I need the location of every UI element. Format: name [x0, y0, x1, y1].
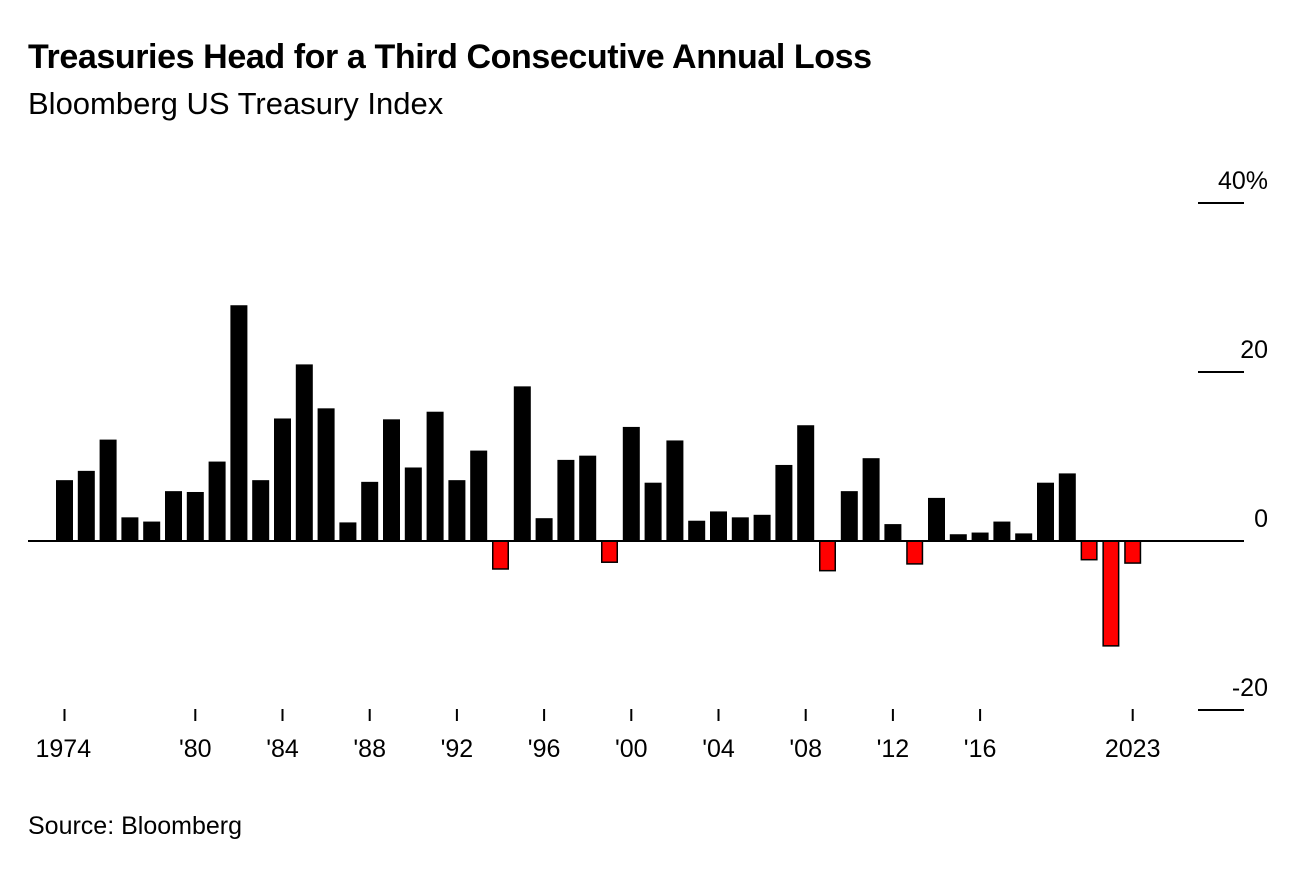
bar-1993	[470, 450, 488, 541]
bar-1991	[426, 411, 444, 541]
x-tick-label: '80	[179, 735, 212, 763]
bar-1996	[535, 518, 553, 541]
bar-1989	[383, 419, 400, 541]
bar-1995	[513, 386, 531, 541]
x-tick-label: 2023	[1105, 735, 1161, 763]
bar-1982	[230, 305, 248, 541]
bar-2014	[928, 497, 945, 541]
bar-2005	[731, 517, 749, 541]
y-tick-label: -20	[1232, 674, 1268, 702]
bar-2006	[753, 514, 771, 541]
bar-1997	[557, 459, 575, 541]
x-tick-label: 1974	[36, 735, 92, 763]
y-axis: 40% 20 0 -20	[1198, 167, 1268, 711]
bar-1988	[361, 481, 379, 541]
bar-1987	[339, 522, 357, 541]
bar-2001	[644, 482, 662, 541]
bar-2019	[1037, 482, 1054, 541]
bar-2017	[993, 521, 1011, 541]
bar-2021	[1080, 540, 1098, 561]
x-tick-label: '00	[615, 735, 648, 763]
bar-1984	[274, 418, 291, 541]
bar-1998	[579, 455, 597, 541]
bar-1974	[56, 480, 73, 541]
chart-title: Treasuries Head for a Third Consecutive …	[28, 38, 872, 76]
x-tick-label: '16	[964, 735, 997, 763]
bar-2023	[1124, 540, 1142, 564]
bar-1981	[208, 461, 226, 541]
x-tick-label: '08	[789, 735, 822, 763]
bar-2000	[622, 426, 640, 541]
bar-2020	[1058, 473, 1076, 541]
bar-1990	[404, 467, 422, 541]
bar-2018	[1015, 533, 1033, 541]
bar-1992	[448, 480, 466, 541]
bar-2013	[906, 540, 924, 565]
bar-2007	[775, 464, 793, 541]
bar-1977	[121, 517, 139, 541]
bar-2002	[666, 440, 684, 541]
bar-1994	[492, 540, 509, 570]
x-axis: 1974 '80 '84 '88 '92 '96 '00 '04 '08 '12 '16 2023	[36, 709, 1161, 763]
x-tick-label: '04	[702, 735, 735, 763]
bar-1979	[165, 491, 182, 541]
x-tick-label: '84	[266, 735, 299, 763]
bar-2003	[688, 520, 706, 541]
bar-1983	[252, 480, 270, 541]
bar-2011	[862, 458, 880, 541]
x-tick-label: '88	[353, 735, 386, 763]
bar-1976	[99, 439, 117, 541]
x-tick-label: '92	[441, 735, 474, 763]
bar-series	[56, 305, 1142, 647]
source-note: Source: Bloomberg	[28, 812, 243, 840]
bar-2016	[971, 532, 989, 541]
bar-1980	[186, 491, 204, 541]
x-tick-label: '12	[877, 735, 910, 763]
bar-1999	[601, 540, 618, 563]
bar-2004	[710, 511, 727, 541]
x-tick-label: '96	[528, 735, 561, 763]
bar-2010	[840, 491, 858, 541]
bar-2012	[884, 524, 902, 541]
bar-1986	[317, 408, 335, 541]
bar-1978	[143, 521, 161, 541]
chart-subtitle: Bloomberg US Treasury Index	[28, 86, 444, 121]
bar-1985	[295, 364, 313, 541]
bar-1975	[77, 470, 95, 541]
y-tick-label: 40%	[1218, 167, 1268, 195]
y-tick-label: 20	[1240, 336, 1268, 364]
bar-2008	[797, 425, 815, 541]
bar-2009	[819, 540, 836, 572]
bar-2015	[949, 534, 967, 541]
y-tick-label: 0	[1254, 505, 1268, 533]
bar-2022	[1102, 540, 1120, 647]
